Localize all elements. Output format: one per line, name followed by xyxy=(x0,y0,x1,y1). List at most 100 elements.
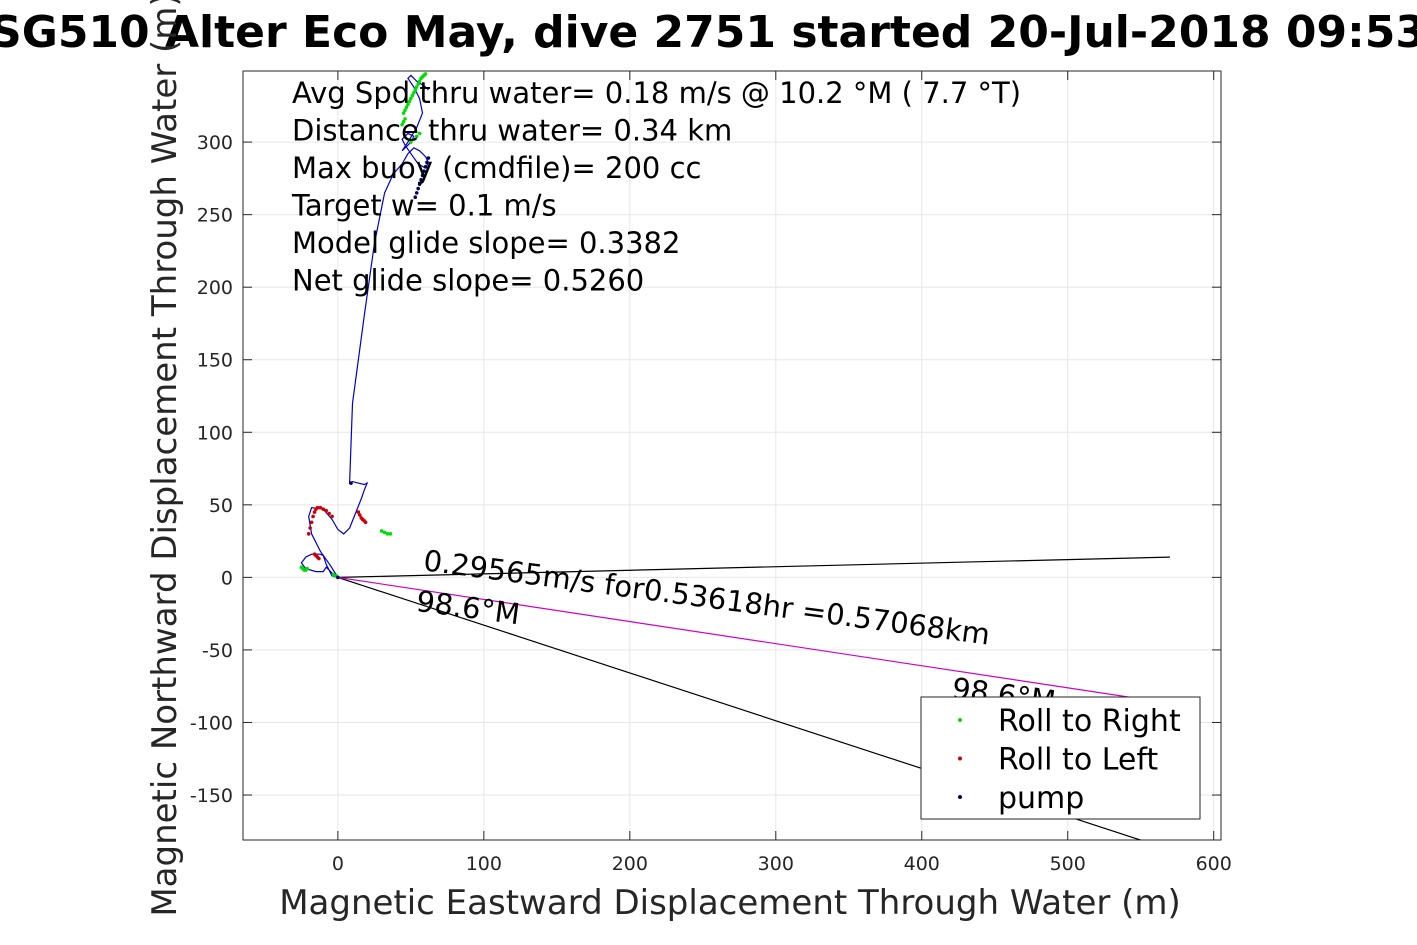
series-point-6 xyxy=(311,514,315,519)
series-line-0 xyxy=(300,553,339,579)
series-point-6 xyxy=(356,510,361,514)
series-point-5 xyxy=(409,96,413,101)
series-point-6 xyxy=(321,507,326,511)
x-tick-label: 200 xyxy=(612,853,648,875)
series-point-6 xyxy=(330,514,334,519)
series-point-7 xyxy=(425,160,429,165)
series-point-5 xyxy=(414,134,419,139)
series-point-5 xyxy=(411,90,416,95)
series-point-5 xyxy=(388,532,393,536)
legend-label: pump xyxy=(998,781,1084,816)
legend-label: Roll to Left xyxy=(998,743,1158,778)
series-point-5 xyxy=(403,117,407,121)
y-gridlines xyxy=(243,141,1221,796)
x-tick-label: 500 xyxy=(1050,853,1086,875)
series-point-5 xyxy=(382,530,387,535)
legend-marker xyxy=(958,718,962,722)
x-tick-label: 300 xyxy=(758,853,794,875)
series-point-6 xyxy=(306,532,311,536)
series-point-6 xyxy=(357,513,362,517)
chart-title: SG510 Alter Eco May, dive 2751 started 2… xyxy=(0,7,1417,58)
x-tick-label: 600 xyxy=(1196,853,1232,875)
series-point-7 xyxy=(349,481,353,485)
legend-marker xyxy=(958,795,962,799)
series-line-1 xyxy=(308,74,430,578)
y-tick-label: 200 xyxy=(197,277,233,299)
series-point-7 xyxy=(423,164,428,169)
series-point-6 xyxy=(327,511,331,516)
series-point-5 xyxy=(417,131,422,136)
y-tick-labels: -150 -100 -50 0 50 100 150 200 250 300 xyxy=(190,132,1221,807)
series-point-5 xyxy=(406,102,410,107)
x-axis-label: Magnetic Eastward Displacement Through W… xyxy=(279,883,1181,923)
series-point-5 xyxy=(305,566,310,571)
series-point-7 xyxy=(414,191,419,195)
series-point-6 xyxy=(308,526,312,530)
series-point-5 xyxy=(409,140,413,144)
y-tick-label: -150 xyxy=(190,785,233,807)
y-tick-label: 300 xyxy=(197,132,233,154)
series-point-5 xyxy=(401,111,406,115)
y-tick-label: 150 xyxy=(197,350,233,372)
series-point-5 xyxy=(413,88,418,92)
series-point-5 xyxy=(410,93,415,98)
series-point-6 xyxy=(315,505,320,510)
stats-line: Target w= 0.1 m/s xyxy=(291,189,557,223)
y-axis-label: Magnetic Northward Displacement Through … xyxy=(145,0,185,917)
stats-line: Max buoy (cmdfile)= 200 cc xyxy=(292,151,701,185)
legend-box xyxy=(920,696,1201,820)
series-point-5 xyxy=(400,122,404,127)
series-point-7 xyxy=(413,195,418,200)
y-tick-label: 0 xyxy=(221,567,233,589)
series-point-7 xyxy=(422,169,426,173)
series-point-6 xyxy=(324,508,329,513)
stats-line: Model glide slope= 0.3382 xyxy=(292,226,680,260)
x-tick-label: 100 xyxy=(466,853,502,875)
series-point-7 xyxy=(426,156,431,160)
stats-line: Distance thru water= 0.34 km xyxy=(292,114,732,148)
stats-line: Avg Spd thru water= 0.18 m/s @ 10.2 °M (… xyxy=(292,76,1021,110)
y-tick-label: 100 xyxy=(197,422,233,444)
series-point-7 xyxy=(416,186,420,191)
series-point-5 xyxy=(385,532,390,536)
series-line-2 xyxy=(337,556,1170,578)
plot-area-frame xyxy=(242,70,1222,841)
x-tick-label: 0 xyxy=(332,853,344,875)
series-point-5 xyxy=(416,82,420,86)
stats-text-block: Avg Spd thru water= 0.18 m/s @ 10.2 °M (… xyxy=(291,76,1021,298)
series-point-6 xyxy=(318,505,323,510)
series-layer xyxy=(299,72,1170,840)
series-line-4 xyxy=(337,576,1163,703)
series-clip-group xyxy=(299,72,1170,840)
series-point-6 xyxy=(363,520,368,525)
annotation-text: 98.6°M xyxy=(414,584,522,631)
series-point-5 xyxy=(401,119,406,124)
x-tick-label: 400 xyxy=(904,853,940,875)
series-point-5 xyxy=(403,108,407,112)
annotation-layer: 0.29565m/s for0.53618hr =0.57068km98.6°M… xyxy=(414,543,1057,718)
series-point-7 xyxy=(336,575,340,580)
series-point-7 xyxy=(419,178,423,182)
stats-line: Net glide slope= 0.5260 xyxy=(292,264,644,298)
series-point-6 xyxy=(312,510,317,514)
series-point-5 xyxy=(379,529,384,533)
series-point-5 xyxy=(417,79,422,83)
series-point-5 xyxy=(407,99,412,104)
series-point-7 xyxy=(420,173,425,178)
series-point-5 xyxy=(404,105,409,110)
y-tick-label: 50 xyxy=(209,495,233,517)
y-tick-label: -100 xyxy=(190,712,233,734)
y-tick-label: 250 xyxy=(197,205,233,227)
series-point-5 xyxy=(411,137,416,141)
legend-label: Roll to Right xyxy=(998,704,1181,739)
series-point-6 xyxy=(317,556,321,561)
legend-marker xyxy=(958,756,962,761)
x-tick-labels: 0 100 200 300 400 500 600 xyxy=(332,71,1232,875)
series-point-5 xyxy=(414,85,419,89)
series-point-5 xyxy=(423,72,428,76)
y-tick-label: -50 xyxy=(202,640,233,662)
x-gridlines xyxy=(337,71,1215,840)
series-point-6 xyxy=(309,520,314,525)
series-point-7 xyxy=(417,182,422,186)
